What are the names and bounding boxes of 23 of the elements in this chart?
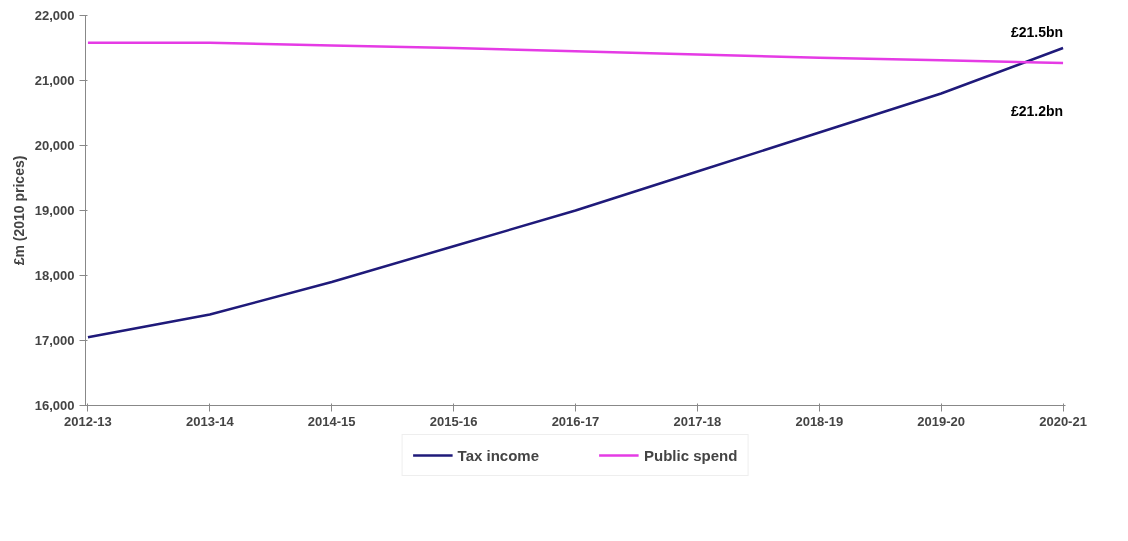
y-tick-label: 18,000 — [34, 268, 75, 283]
annotation: £21.5bn — [1010, 24, 1064, 40]
y-tick-label: 20,000 — [34, 138, 75, 153]
annotation: £21.2bn — [1010, 102, 1064, 119]
legend-label: Public spend — [644, 446, 738, 464]
x-tick-label: 2012-13 — [64, 413, 112, 429]
x-tick-label: 2016-17 — [551, 413, 600, 429]
x-tick-label: 2020-21 — [1039, 413, 1087, 429]
x-tick-label: 2015-16 — [429, 413, 478, 429]
y-tick-label: 17,000 — [34, 333, 75, 348]
y-tick-label: 22,000 — [34, 8, 75, 23]
x-tick-label: 2014-15 — [307, 413, 356, 429]
line-series — [86, 41, 1065, 65]
line-series — [86, 46, 1065, 339]
x-tick-label: 2017-18 — [673, 413, 722, 429]
x-tick-label: 2019-20 — [917, 413, 966, 429]
y-tick-label: 21,000 — [34, 73, 75, 88]
y-axis-title: £m (2010 prices) — [10, 155, 27, 266]
y-tick-label: 19,000 — [34, 203, 75, 218]
x-tick-label: 2018-19 — [795, 413, 844, 429]
legend-label: Tax income — [457, 446, 540, 464]
y-tick-label: 16,000 — [34, 398, 75, 413]
x-tick-label: 2013-14 — [185, 413, 235, 429]
